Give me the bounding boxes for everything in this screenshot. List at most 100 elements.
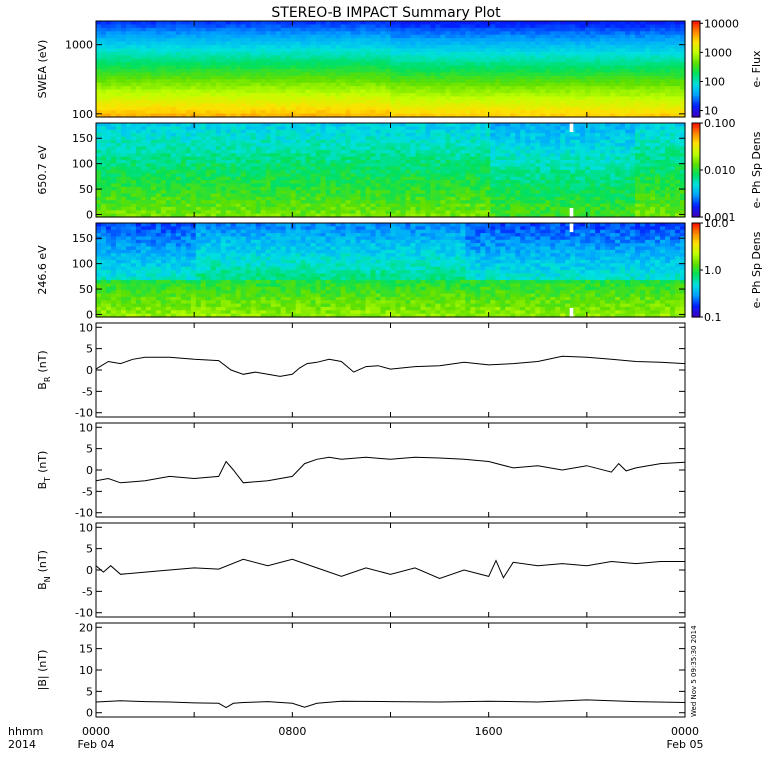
spectrogram-cell xyxy=(260,176,267,181)
spectrogram-cell xyxy=(515,82,521,87)
spectrogram-cell xyxy=(355,156,362,161)
spectrogram-cell xyxy=(195,34,202,39)
spectrogram-cell xyxy=(175,48,182,53)
spectrogram-cell xyxy=(670,38,676,43)
spectrogram-cell xyxy=(485,89,491,94)
spectrogram-cell xyxy=(670,34,676,39)
spectrogram-cell xyxy=(305,196,312,201)
spectrogram-cell xyxy=(110,173,117,178)
spectrogram-cell xyxy=(310,159,317,164)
spectrogram-cell xyxy=(650,113,656,118)
spectrogram-cell xyxy=(355,45,362,50)
spectrogram-cell xyxy=(130,166,137,171)
spectrogram-cell xyxy=(525,51,531,56)
spectrogram-cell xyxy=(330,103,337,108)
spectrogram-cell xyxy=(295,113,302,118)
spectrogram-cell xyxy=(315,113,322,118)
spectrogram-cell xyxy=(585,75,591,80)
spectrogram-cell xyxy=(255,38,262,43)
spectrogram-cell xyxy=(195,79,202,84)
spectrogram-cell xyxy=(575,96,581,101)
spectrogram-cell xyxy=(355,99,362,104)
spectrogram-cell xyxy=(540,110,546,115)
spectrogram-cell xyxy=(310,75,317,80)
spectrogram-cell xyxy=(470,21,476,26)
spectrogram-cell xyxy=(240,149,247,154)
spectrogram-cell xyxy=(315,126,322,131)
spectrogram-cell xyxy=(570,89,576,94)
spectrogram-cell xyxy=(400,86,407,91)
spectrogram-cell xyxy=(320,51,327,56)
spectrogram-cell xyxy=(145,110,152,115)
spectrogram-cell xyxy=(270,99,277,104)
spectrogram-cell xyxy=(140,129,147,134)
spectrogram-cell xyxy=(575,69,581,74)
spectrogram-cell xyxy=(230,190,237,195)
spectrogram-cell xyxy=(330,183,337,188)
spectrogram-cell xyxy=(295,213,302,218)
spectrogram-cell xyxy=(255,51,262,56)
spectrogram-cell xyxy=(485,79,491,84)
spectrogram-cell xyxy=(675,65,681,70)
spectrogram-cell xyxy=(315,146,322,151)
spectrogram-cell xyxy=(320,170,327,174)
spectrogram-cell xyxy=(590,62,596,67)
spectrogram-cell xyxy=(455,65,461,70)
spectrogram-cell xyxy=(470,69,476,74)
spectrogram-cell xyxy=(215,139,222,144)
spectrogram-cell xyxy=(500,62,506,67)
spectrogram-cell xyxy=(485,110,491,115)
spectrogram-cell xyxy=(340,139,347,144)
spectrogram-cell xyxy=(660,45,666,50)
spectrogram-cell xyxy=(480,110,486,115)
spectrogram-cell xyxy=(255,193,262,198)
spectrogram-cell xyxy=(375,163,382,168)
spectrogram-cell xyxy=(175,38,182,43)
spectrogram-cell xyxy=(195,75,202,80)
spectrogram-cell xyxy=(640,86,646,91)
spectrogram-cell xyxy=(650,99,656,104)
spectrogram-cell xyxy=(385,96,392,101)
spectrogram-cell xyxy=(490,110,496,115)
spectrogram-cell xyxy=(155,31,162,36)
spectrogram-cell xyxy=(340,75,347,80)
spectrogram-cell xyxy=(390,93,397,98)
spectrogram-cell xyxy=(210,38,217,43)
spectrogram-cell xyxy=(240,106,247,111)
spectrogram-cell xyxy=(220,206,227,211)
spectrogram-cell xyxy=(430,79,437,84)
spectrogram-cell xyxy=(165,206,172,211)
spectrogram-cell xyxy=(250,213,257,218)
spectrogram-cell xyxy=(170,24,177,29)
spectrogram-cell xyxy=(630,113,636,118)
spectrogram-cell xyxy=(140,213,147,218)
spectrogram-cell xyxy=(230,106,237,111)
spectrogram-cell xyxy=(355,89,362,94)
spectrogram-cell xyxy=(145,123,152,127)
spectrogram-cell xyxy=(96,34,102,39)
colorbar-step xyxy=(692,73,700,77)
spectrogram-cell xyxy=(205,186,212,191)
spectrogram-cell xyxy=(230,75,237,80)
spectrogram-cell xyxy=(640,27,646,32)
spectrogram-cell xyxy=(680,93,686,98)
spectrogram-cell xyxy=(360,173,367,178)
spectrogram-cell xyxy=(665,75,671,80)
spectrogram-cell xyxy=(225,82,232,87)
spectrogram-cell xyxy=(565,96,571,101)
spectrogram-cell xyxy=(480,99,486,104)
spectrogram-cell xyxy=(290,51,297,56)
spectrogram-cell xyxy=(280,136,287,141)
spectrogram-cell xyxy=(190,173,197,178)
spectrogram-cell xyxy=(500,86,506,91)
spectrogram-cell xyxy=(210,129,217,134)
spectrogram-cell xyxy=(345,146,352,151)
spectrogram-cell xyxy=(350,41,357,46)
spectrogram-cell xyxy=(365,123,372,127)
spectrogram-cell xyxy=(450,65,456,70)
spectrogram-cell xyxy=(205,27,212,32)
spectrogram-cell xyxy=(645,82,651,87)
spectrogram-cell xyxy=(255,48,262,53)
spectrogram-cell xyxy=(175,89,182,94)
spectrogram-cell xyxy=(335,48,342,53)
